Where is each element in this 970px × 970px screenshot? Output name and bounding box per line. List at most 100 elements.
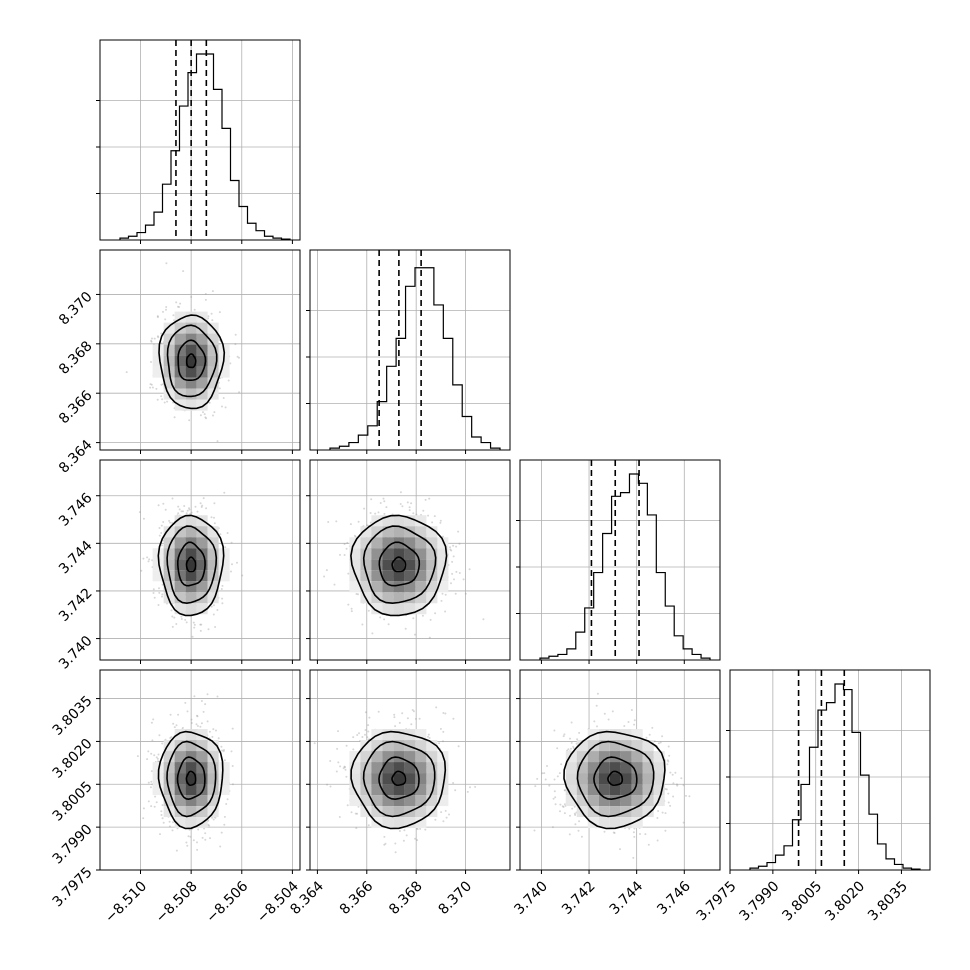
density-2-1-6-1 — [404, 515, 416, 527]
point-1-0-305 — [178, 306, 181, 308]
density-2-1-1-4 — [349, 548, 361, 560]
xtick-label-0-2: −8.506 — [203, 878, 251, 926]
point-3-1-27 — [427, 735, 429, 738]
point-3-1-25 — [367, 824, 370, 827]
point-2-1-230 — [369, 521, 372, 524]
density-1-0-6-2 — [196, 322, 208, 334]
point-3-0-741 — [207, 823, 210, 826]
point-1-0-349 — [227, 379, 230, 382]
density-1-0-4-5 — [174, 355, 186, 367]
ytick-label-3-1: 3.7990 — [50, 821, 96, 867]
point-3-0-344 — [161, 804, 164, 807]
density-3-1-8-7 — [426, 795, 438, 807]
point-1-0-412 — [208, 401, 211, 404]
point-3-0-510 — [231, 765, 234, 767]
density-2-0-3-4 — [163, 548, 175, 560]
density-1-0-5-9 — [185, 399, 197, 411]
density-3-1-7-6 — [415, 784, 427, 796]
point-3-0-712 — [152, 718, 155, 721]
ytick-label-1-2: 8.368 — [56, 338, 96, 378]
density-3-1-6-5 — [404, 773, 416, 785]
point-2-1-556 — [451, 560, 454, 563]
point-2-0-278 — [196, 510, 199, 513]
point-3-1-838 — [329, 760, 332, 762]
density-2-1-6-6 — [404, 570, 416, 582]
point-1-0-639 — [236, 355, 239, 358]
density-2-1-4-8 — [382, 592, 394, 604]
point-3-1-609 — [364, 729, 367, 731]
density-3-0-5-5 — [185, 773, 197, 785]
point-2-1-782 — [350, 607, 353, 610]
point-2-0-570 — [213, 604, 215, 607]
density-3-1-5-9 — [393, 817, 405, 829]
point-3-1-29 — [343, 765, 346, 768]
density-3-1-6-3 — [404, 751, 416, 763]
point-3-0-826 — [155, 801, 158, 804]
panel-2-0 — [96, 459, 301, 664]
point-2-0-354 — [160, 544, 163, 547]
point-3-2-7 — [548, 784, 551, 787]
density-2-1-2-6 — [360, 570, 372, 582]
point-2-0-539 — [168, 519, 171, 522]
point-2-0-402 — [177, 505, 180, 508]
ytick-label-1-0: 8.364 — [56, 437, 96, 477]
contour-1-0-0 — [185, 353, 197, 369]
point-3-1-663 — [338, 816, 341, 818]
point-1-0-601 — [153, 337, 156, 340]
contour-3-1-0 — [391, 770, 407, 787]
point-3-0-144 — [219, 845, 222, 848]
density-2-1-4-1 — [382, 515, 394, 527]
contour-2-0-0 — [185, 556, 197, 573]
density-2-1-2-2 — [360, 526, 372, 538]
density-3-1-4-2 — [382, 740, 394, 752]
point-3-0-287 — [196, 848, 199, 851]
contour-3-1-2 — [362, 740, 436, 818]
point-3-0-227 — [158, 734, 161, 737]
density-2-1-3-4 — [371, 548, 383, 560]
point-2-1-667 — [327, 521, 330, 523]
point-2-1-310 — [385, 506, 388, 509]
density-3-1-3-1 — [371, 729, 383, 741]
density-1-0-4-7 — [174, 377, 186, 389]
density-3-1-7-5 — [415, 773, 427, 785]
density-2-1-3-2 — [371, 526, 383, 538]
point-3-1-442 — [337, 761, 340, 764]
point-2-1-495 — [349, 523, 352, 526]
point-2-0-284 — [212, 613, 215, 616]
point-2-1-439 — [458, 542, 461, 545]
point-2-0-331 — [185, 512, 188, 515]
density-3-1-5-5 — [393, 773, 405, 785]
point-2-0-389 — [207, 628, 210, 631]
density-2-1-2-5 — [360, 559, 372, 571]
density-2-1-1-7 — [349, 581, 361, 593]
point-3-0-855 — [189, 835, 192, 838]
point-2-1-763 — [421, 614, 424, 617]
point-2-1-352 — [442, 535, 444, 538]
density-1-0-5-8 — [185, 388, 197, 400]
point-3-0-221 — [142, 817, 145, 820]
density-2-1-7-6 — [415, 570, 427, 582]
frame-2-2 — [519, 459, 721, 661]
point-3-1-94 — [393, 713, 396, 716]
point-2-0-156 — [180, 615, 183, 618]
density-2-0-5-4 — [185, 548, 197, 560]
point-2-0-54 — [160, 524, 163, 527]
density-1-0-7-7 — [207, 377, 219, 389]
density-2-0-4-5 — [174, 559, 186, 571]
point-2-0-812 — [142, 557, 145, 560]
histogram-1 — [329, 267, 501, 450]
density-3-1-3-5 — [371, 773, 383, 785]
point-2-0-358 — [171, 522, 174, 524]
point-3-0-57 — [192, 839, 195, 842]
point-3-1-821 — [418, 717, 421, 720]
point-3-1-227 — [419, 827, 422, 830]
point-3-0-303 — [214, 816, 217, 819]
point-2-1-892 — [441, 592, 444, 595]
density-3-1-5-8 — [393, 806, 405, 818]
point-3-2-5 — [675, 783, 678, 786]
scatter-3-0 — [136, 693, 234, 852]
point-2-1-187 — [434, 612, 437, 615]
density-1-0-6-8 — [196, 388, 208, 400]
density-1-0-3-5 — [163, 355, 175, 367]
point-3-0-342 — [196, 714, 198, 717]
